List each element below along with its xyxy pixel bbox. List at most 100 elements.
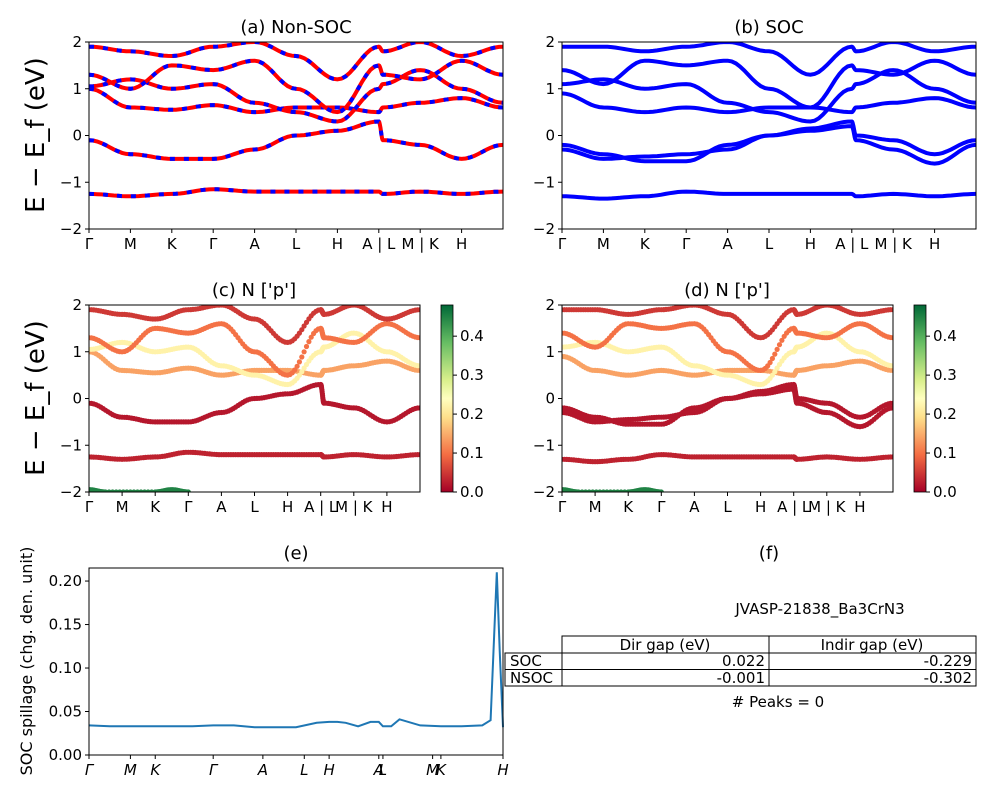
x-tick-label: Γ — [184, 498, 193, 516]
band-line-nonsoc — [89, 58, 503, 115]
table-row-label: NSOC — [510, 669, 553, 687]
band-point — [890, 363, 893, 369]
y-tick-label: 1 — [545, 80, 555, 98]
x-tick-label: Γ — [85, 498, 94, 516]
colorbar-tick-label: 0.4 — [460, 327, 484, 345]
band-point — [308, 334, 314, 340]
x-tick-label: M | K — [808, 498, 847, 516]
y-tick-label: 1 — [72, 343, 82, 361]
colorbar-d — [913, 304, 927, 493]
y-tick-label: 0 — [72, 127, 82, 145]
x-tick-label: M | K — [875, 235, 914, 253]
band-ylabel-top: E − E_f (eV) — [21, 57, 51, 213]
x-tick-label: M | K — [402, 235, 441, 253]
plot-area — [562, 42, 976, 201]
band-point — [296, 359, 302, 365]
band-point — [890, 307, 893, 313]
x-tick-label: A — [257, 761, 268, 779]
band-point — [417, 363, 420, 369]
x-tick-label: K — [436, 761, 447, 779]
x-tick-label: A | L — [362, 235, 396, 253]
band-line-nonsoc — [89, 119, 503, 161]
panel-e-title: (e) — [283, 543, 308, 564]
x-tick-label: A — [216, 498, 227, 516]
band-line-soc — [562, 42, 976, 77]
x-tick-label: M — [597, 235, 610, 253]
band-line-soc — [562, 68, 976, 124]
band-point — [294, 363, 300, 369]
y-tick-label: 0 — [72, 390, 82, 408]
x-tick-label: L — [292, 235, 301, 253]
x-tick-label: A — [373, 761, 384, 779]
band-point — [417, 335, 420, 341]
colorbar-tick-label: 0.3 — [460, 366, 484, 384]
y-tick-label: 0.05 — [49, 703, 82, 721]
y-tick-label: −2 — [60, 483, 82, 501]
x-tick-label: A | L — [777, 498, 811, 516]
peaks-label: # Peaks = 0 — [732, 693, 824, 711]
plot-area — [89, 42, 503, 199]
band-point — [774, 346, 780, 352]
x-tick-label: M — [124, 235, 137, 253]
table-header-dir: Dir gap (eV) — [620, 636, 711, 654]
band-point — [776, 342, 783, 348]
plot-area — [562, 305, 893, 492]
x-tick-label: M — [426, 761, 439, 779]
y-tick-label: 2 — [545, 33, 555, 51]
band-line-soc — [562, 189, 976, 201]
x-tick-label: Γ — [657, 498, 666, 516]
y-tick-label: 0 — [545, 390, 555, 408]
band-point — [890, 454, 893, 460]
band-point — [303, 343, 310, 350]
x-tick-label: M — [589, 498, 602, 516]
x-tick-label: H — [381, 498, 392, 516]
band-point — [292, 367, 298, 373]
y-tick-label: 2 — [545, 296, 555, 314]
table-cell: -0.302 — [924, 669, 972, 687]
y-tick-label: −1 — [60, 173, 82, 191]
colorbar-tick-label: 0.0 — [933, 483, 957, 501]
panel-f-title: (f) — [759, 543, 779, 564]
table-cell: 0.022 — [722, 652, 765, 670]
material-name: JVASP-21838_Ba3CrN3 — [734, 600, 904, 619]
band-point — [185, 489, 191, 492]
x-tick-label: A | L — [835, 235, 869, 253]
band-line-nonsoc — [89, 86, 503, 115]
band-point — [417, 307, 420, 313]
y-tick-label: −1 — [533, 173, 555, 191]
plot-area — [89, 305, 420, 492]
x-tick-label: Γ — [682, 235, 691, 253]
y-tick-label: 0 — [545, 127, 555, 145]
x-tick-label: H — [282, 498, 293, 516]
y-tick-label: 0.15 — [49, 616, 82, 634]
x-tick-label: L — [765, 235, 774, 253]
x-tick-label: Γ — [209, 761, 219, 779]
x-tick-label: H — [805, 235, 816, 253]
x-tick-label: K — [623, 498, 634, 516]
band-point — [767, 359, 773, 366]
band-point — [417, 405, 420, 411]
band-line-soc — [562, 119, 976, 161]
x-tick-label: M | K — [335, 498, 374, 516]
x-tick-label: L — [250, 498, 259, 516]
band-point — [301, 349, 307, 355]
table-header-indir: Indir gap (eV) — [821, 636, 924, 654]
band-point — [417, 452, 420, 458]
panel-d-title: (d) N ['p'] — [684, 280, 770, 301]
band-point — [299, 327, 305, 333]
x-tick-label: K — [150, 498, 161, 516]
band-line-nonsoc-dash — [89, 187, 503, 199]
x-tick-label: Γ — [85, 235, 94, 253]
x-tick-label: H — [332, 235, 343, 253]
x-tick-label: K — [640, 235, 651, 253]
spillage-ylabel: SOC spillage (chg. den. unit) — [17, 547, 36, 776]
y-tick-label: 0.20 — [49, 572, 82, 590]
colorbar-tick-label: 0.0 — [460, 483, 484, 501]
y-tick-label: −1 — [60, 436, 82, 454]
x-tick-label: L — [723, 498, 732, 516]
x-tick-label: A | L — [304, 498, 338, 516]
